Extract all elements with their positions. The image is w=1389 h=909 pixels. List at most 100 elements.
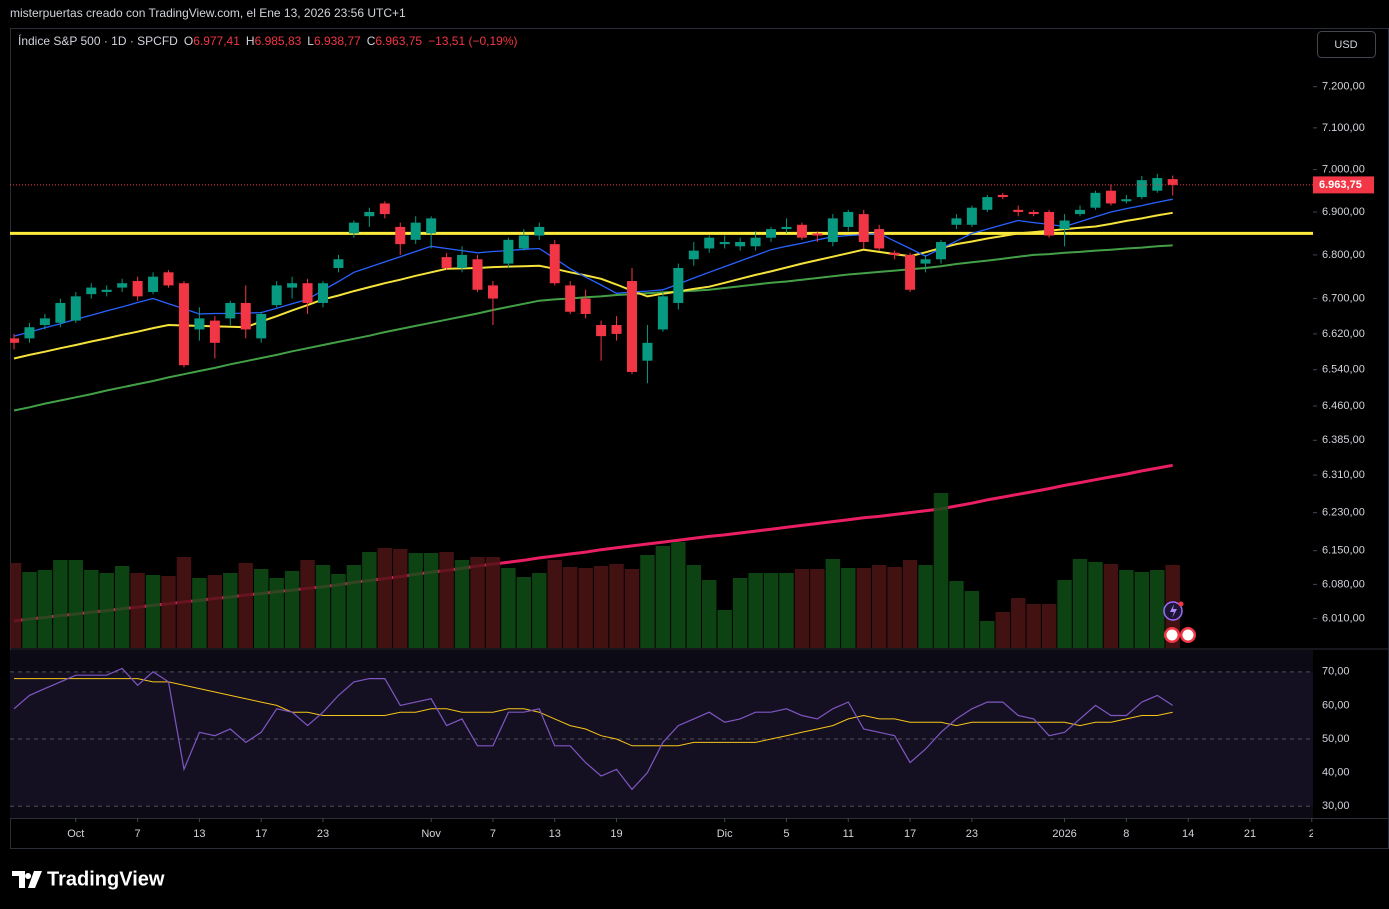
moving-average <box>13 244 1173 412</box>
candle-body <box>209 320 220 343</box>
volume-bar <box>207 575 223 648</box>
candle-body <box>348 222 359 234</box>
volume-bar <box>702 580 717 648</box>
volume-bar <box>284 571 300 648</box>
volume-bar <box>578 568 593 648</box>
x-tick-label: 7 <box>490 828 496 840</box>
ohlc-value: 6.938,77 <box>314 34 361 48</box>
volume-bar <box>84 570 99 648</box>
candle-body <box>858 214 869 242</box>
rsi-tick-label: 50,00 <box>1322 733 1350 745</box>
candle-body <box>580 298 591 314</box>
volume-bar <box>1057 580 1072 648</box>
volume-bar <box>640 555 655 648</box>
currency-label[interactable]: USD <box>1334 39 1357 51</box>
x-tick-label: 13 <box>549 828 561 840</box>
candle-body <box>657 296 668 330</box>
candle-body <box>318 283 329 303</box>
time-axis: Oct 7 13 17 23 Nov 7 13 19 Dic 5 11 17 23 2026 8 14 21 2 <box>67 818 1313 840</box>
y-tick-label: 7.100,00 <box>1322 122 1365 134</box>
rsi-tick-label: 40,00 <box>1322 767 1350 779</box>
volume-bar <box>995 612 1011 648</box>
x-tick-label: 8 <box>1123 828 1129 840</box>
candle-body <box>766 229 777 238</box>
y-tick-label: 7.200,00 <box>1322 81 1365 93</box>
x-tick-label: 11 <box>843 828 854 840</box>
candle-body <box>256 313 267 339</box>
candle-body <box>1059 220 1070 230</box>
ohlc-key: H <box>246 34 255 48</box>
volume-bar <box>1072 559 1088 648</box>
event-flag <box>1182 629 1194 641</box>
volume-bar <box>10 563 22 648</box>
candle-body <box>395 226 406 245</box>
volume-bar <box>99 573 114 648</box>
candle-body <box>688 250 699 260</box>
volume-bar <box>748 573 763 648</box>
y-tick-label: 6.460,00 <box>1322 400 1365 412</box>
candle-body <box>1136 180 1147 198</box>
candle-body <box>364 211 375 217</box>
candle-body <box>271 285 282 306</box>
x-tick-label: 21 <box>1244 828 1256 840</box>
volume-bar <box>346 565 362 648</box>
candle-body <box>225 302 236 319</box>
x-tick-label: 23 <box>966 828 978 840</box>
event-flag <box>1166 629 1178 641</box>
ohlc-key: O <box>184 34 193 48</box>
volume-bar <box>655 546 671 648</box>
volume-bar <box>779 573 794 648</box>
volume-bar <box>1088 562 1103 648</box>
candle-body <box>596 325 607 337</box>
currency-button[interactable] <box>1317 31 1376 58</box>
alert-dot <box>1178 601 1184 607</box>
candle-body <box>178 283 189 366</box>
rsi-plot <box>10 667 1313 807</box>
rsi-tick-label: 30,00 <box>1322 800 1350 812</box>
alert-bolt <box>1170 604 1177 618</box>
volume-bar <box>238 563 253 648</box>
candle-body <box>86 287 97 295</box>
candle-body <box>1121 199 1132 202</box>
candle-body <box>611 325 622 334</box>
y-tick-label: 6.700,00 <box>1322 292 1365 304</box>
candle-body <box>148 276 159 292</box>
snapshot-caption: misterpuertas creado con TradingView.com… <box>10 6 406 20</box>
indicator-icons <box>1163 601 1196 643</box>
candle-body <box>1152 178 1163 191</box>
volume-bar <box>810 569 825 648</box>
volume-bar <box>562 567 578 648</box>
candle-body <box>287 283 298 288</box>
x-tick-label: Dic <box>717 828 733 840</box>
ohlc-key: L <box>307 34 314 48</box>
volume-bar <box>393 549 408 648</box>
candle-body <box>410 222 421 240</box>
rsi-tick-label: 70,00 <box>1322 666 1350 678</box>
y-tick-label: 7.000,00 <box>1322 164 1365 176</box>
volume-bar <box>114 566 130 648</box>
candle-body <box>55 302 66 323</box>
y-tick-label: 6.800,00 <box>1322 249 1365 261</box>
volume-bar <box>1041 604 1057 648</box>
candle-body <box>704 237 715 249</box>
volume-bar <box>68 560 84 648</box>
candle-body <box>117 283 128 288</box>
x-tick-label: 17 <box>904 828 916 840</box>
candle-body <box>194 318 205 330</box>
candle-body <box>518 235 529 249</box>
volume-bar <box>269 578 284 648</box>
volume-bar <box>22 572 37 648</box>
ohlc-value: 6.985,83 <box>255 34 302 48</box>
volume-bar <box>1103 564 1119 648</box>
y-tick-label: 6.150,00 <box>1322 545 1365 557</box>
volume-bar <box>794 569 810 648</box>
candle-body <box>441 257 452 268</box>
ohlc-key: C <box>367 34 376 48</box>
candle-body <box>534 226 545 236</box>
change-label: −13,51 (−0,19%) <box>428 34 517 48</box>
last-price-badge <box>1313 176 1374 194</box>
volume-bar <box>253 569 269 648</box>
candle-body <box>1167 179 1178 185</box>
candle-body <box>70 296 81 321</box>
candle-body <box>333 259 344 268</box>
